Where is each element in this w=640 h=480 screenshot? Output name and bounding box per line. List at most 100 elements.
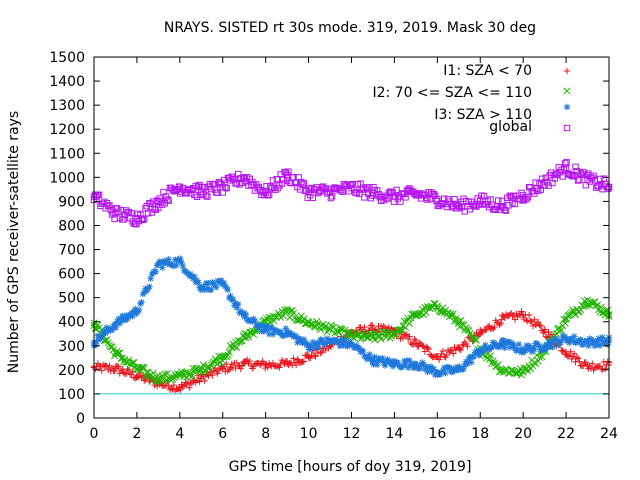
data-point-interp [202,192,210,199]
data-point-interp [106,202,113,209]
data-point-interp [264,192,272,199]
data-point-interp [224,367,232,375]
data-point-interp [439,367,447,374]
data-point-interp [475,352,483,359]
data-point-interp [553,170,560,177]
data-point-interp [251,317,259,325]
data-point-interp [536,321,543,329]
data-point-interp [560,166,568,173]
data-point-interp [341,326,349,334]
data-point-interp [540,329,547,336]
data-point-interp [218,277,225,284]
data-point-interp [523,317,530,324]
data-point-interp [368,321,376,329]
data-point-interp [128,309,135,317]
data-point-interp [341,336,349,343]
data-point-interp [285,168,292,175]
data-point-interp [299,181,306,188]
data-point-interp [233,343,241,352]
x-tick-label: 2 [132,426,141,442]
data-point-interp [529,344,537,351]
data-point-interp [554,337,561,344]
y-tick-label: 1300 [49,98,85,114]
data-point-interp [470,353,478,360]
data-point-interp [361,194,368,201]
data-point-interp [531,346,538,353]
legend-marker-3 [563,124,571,132]
data-point-interp [403,357,411,365]
data-point-interp [92,365,99,373]
data-point-interp [501,206,508,214]
data-point-interp [367,355,375,362]
data-point-interp [424,344,431,352]
data-point-interp [587,336,595,343]
data-point-interp [280,176,287,183]
data-point-interp [277,328,284,336]
data-point-interp [327,343,335,351]
data-point-interp [538,175,546,182]
data-point-interp [408,361,416,368]
data-point-interp [468,359,475,366]
data-point-interp [207,286,215,293]
data-point-interp [552,330,560,338]
data-point-interp [152,268,159,276]
data-point-interp [193,277,201,284]
data-point-interp [402,361,409,369]
data-point-interp [339,188,346,195]
y-tick-label: 1000 [49,170,85,186]
data-point-interp [270,317,278,325]
data-point-interp [525,342,533,349]
data-point-interp [480,193,488,200]
data-point-interp [144,210,152,217]
data-point-interp [393,186,400,194]
data-point-interp [111,367,118,375]
data-point-interp [438,308,446,316]
data-point-interp [340,342,347,349]
data-point-interp [491,323,498,331]
data-point-interp [583,337,591,345]
data-point-interp [222,184,229,191]
legend-marker-2 [563,103,571,111]
x-axis-label: GPS time [hours of doy 319, 2019] [229,459,472,475]
axes: 0 2 4 6 8 10 12 14 16 18 20 22 240100200300400500600… [49,50,618,442]
data-point-interp [256,361,264,369]
data-point-interp [501,344,508,351]
data-point-interp [146,283,153,290]
data-point-interp [246,357,253,365]
data-point-interp [537,322,544,330]
data-point-interp [542,345,550,352]
y-tick-label: 1100 [49,146,85,162]
data-point-interp [420,361,427,369]
data-point-interp [452,314,460,322]
data-point-interp [585,342,592,349]
data-point-interp [159,375,168,383]
data-point-interp [559,347,566,354]
x-tick-label: 24 [600,426,618,442]
data-point-interp [178,259,185,266]
data-point-interp [209,371,216,379]
data-point-interp [604,341,611,348]
data-point-interp [367,322,375,329]
data-point-interp [572,163,579,171]
legend-markers [563,67,571,132]
data-point-interp [227,292,234,300]
data-point-interp [531,316,538,323]
data-point-interp [430,191,438,198]
data-point-interp [361,323,368,331]
data-point-interp [229,295,237,303]
data-point-interp [322,340,329,347]
data-point-interp [265,191,273,198]
data-point-interp [592,338,600,345]
data-point-interp [165,256,172,263]
data-point-interp [511,345,519,352]
data-point-interp [478,349,485,356]
data-point-interp [567,348,574,356]
data-point-interp [519,345,526,353]
data-point-interp [569,173,577,180]
data-point-interp [338,326,347,334]
data-point-interp [177,255,184,262]
data-point-interp [183,380,190,388]
data-point-interp [400,317,408,325]
data-point-interp [450,365,457,372]
y-tick-label: 800 [58,218,85,234]
